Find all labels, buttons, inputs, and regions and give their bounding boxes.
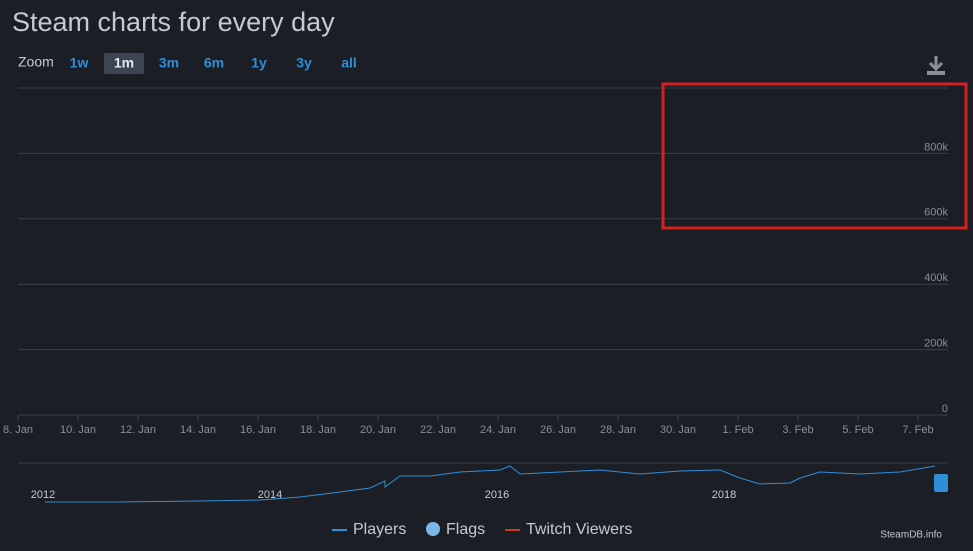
- navigator-label: 2016: [485, 489, 509, 501]
- x-tick-label: 1. Feb: [722, 424, 753, 436]
- x-tick-label: 28. Jan: [600, 424, 636, 436]
- y-tick-label: 200k: [924, 338, 948, 350]
- zoom-button[interactable]: all: [341, 55, 357, 71]
- navigator-label: 2012: [31, 489, 55, 501]
- legend: Players Flags Twitch Viewers: [332, 521, 632, 538]
- x-tick-label: 24. Jan: [480, 424, 516, 436]
- x-tick-label: 7. Feb: [902, 424, 933, 436]
- x-tick-label: 20. Jan: [360, 424, 396, 436]
- zoom-label: Zoom: [18, 54, 54, 70]
- x-tick-label: 5. Feb: [842, 424, 873, 436]
- zoom-button[interactable]: 3m: [159, 55, 179, 71]
- legend-label[interactable]: Players: [353, 521, 406, 538]
- zoom-button[interactable]: 1w: [70, 55, 89, 71]
- zoom-button[interactable]: 6m: [204, 55, 224, 71]
- legend-label[interactable]: Twitch Viewers: [526, 521, 632, 538]
- x-tick-label: 10. Jan: [60, 424, 96, 436]
- y-tick-label: 0: [942, 403, 948, 415]
- y-tick-label: 800k: [924, 141, 948, 153]
- y-tick-label: 600k: [924, 207, 948, 219]
- zoom-button[interactable]: 1y: [251, 55, 267, 71]
- x-tick-label: 12. Jan: [120, 424, 156, 436]
- credit: SteamDB.info: [880, 530, 942, 541]
- navigator-series: [45, 465, 936, 503]
- legend-label[interactable]: Flags: [446, 521, 485, 538]
- download-base[interactable]: [927, 71, 945, 75]
- download-icon[interactable]: [927, 56, 945, 75]
- x-tick-label: 30. Jan: [660, 424, 696, 436]
- highlight-box: [661, 82, 968, 230]
- x-tick-label: 14. Jan: [180, 424, 216, 436]
- x-tick-label: 22. Jan: [420, 424, 456, 436]
- x-tick-label: 18. Jan: [300, 424, 336, 436]
- x-tick-label: 3. Feb: [782, 424, 813, 436]
- legend-swatch[interactable]: [426, 522, 440, 536]
- x-tick-label: 26. Jan: [540, 424, 576, 436]
- zoom-buttons: 1w 1m 3m 6m 1y 3y all: [70, 53, 357, 74]
- download-arrow[interactable]: [928, 56, 944, 72]
- navigator-label: 2018: [712, 489, 736, 501]
- navigator-labels: 2012 2014 2016 2018: [31, 489, 736, 501]
- x-tick-label: 16. Jan: [240, 424, 276, 436]
- zoom-button-bg[interactable]: [104, 53, 144, 74]
- navigator-handle[interactable]: [934, 474, 948, 492]
- plot: 0 200k 400k 600k 800k 8. Jan 10. Jan 12. Jan 14.…: [3, 141, 948, 436]
- zoom-button[interactable]: 1m: [114, 55, 134, 71]
- page-title: Steam charts for every day: [12, 7, 335, 37]
- zoom-button[interactable]: 3y: [296, 55, 312, 71]
- x-tick-label: 8. Jan: [3, 424, 33, 436]
- navigator-label: 2014: [258, 489, 282, 501]
- y-tick-label: 400k: [924, 272, 948, 284]
